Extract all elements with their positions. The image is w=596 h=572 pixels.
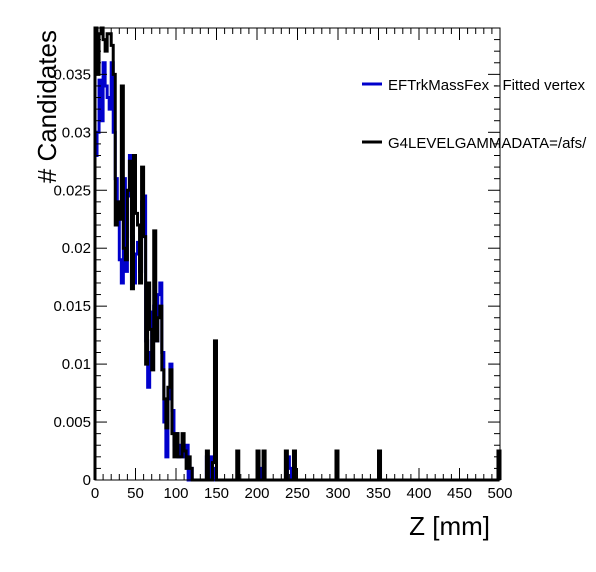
x-tick-label: 350: [366, 485, 391, 502]
y-tick-label: 0.03: [62, 124, 91, 141]
x-tick-label: 250: [285, 485, 310, 502]
x-tick-label: 450: [447, 485, 472, 502]
legend: EFTrkMassFex - Fitted vertex G4LEVELGAMM…: [362, 77, 587, 152]
y-tick-label: 0: [83, 472, 91, 489]
y-tick-label: 0.005: [53, 414, 91, 431]
legend-label-fitted-vertex: EFTrkMassFex - Fitted vertex: [388, 77, 585, 94]
x-tick-label: 50: [127, 485, 144, 502]
y-tick-label: 0.035: [53, 66, 91, 83]
x-tick-label: 100: [163, 485, 188, 502]
y-tick-label: 0.015: [53, 298, 91, 315]
x-tick-label: 400: [406, 485, 431, 502]
y-axis-tick-labels: 0 0.005 0.01 0.015 0.02 0.025 0.03 0.035: [53, 66, 91, 489]
y-axis-title: # Candidates: [32, 30, 62, 183]
x-axis-tick-labels: 0 50 100 150 200 250 300 350 400 450 500: [91, 485, 513, 502]
x-tick-label: 150: [204, 485, 229, 502]
x-tick-label: 200: [244, 485, 269, 502]
x-tick-label: 500: [487, 485, 512, 502]
x-tick-label: 300: [325, 485, 350, 502]
y-tick-label: 0.025: [53, 182, 91, 199]
legend-label-g4levelgammadata: G4LEVELGAMMADATA=/afs/: [388, 135, 587, 152]
y-axis-ticks: [95, 27, 500, 481]
x-axis-title: Z [mm]: [409, 511, 490, 541]
y-tick-label: 0.01: [62, 356, 91, 373]
x-tick-label: 0: [91, 485, 99, 502]
y-tick-label: 0.02: [62, 240, 91, 257]
x-axis-ticks: [94, 28, 501, 480]
